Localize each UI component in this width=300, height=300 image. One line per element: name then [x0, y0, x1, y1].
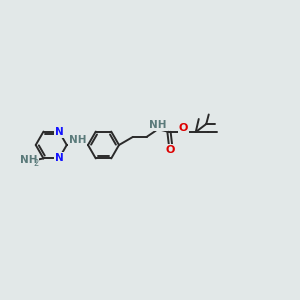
Text: N: N [55, 153, 64, 164]
Text: O: O [179, 123, 188, 133]
Text: NH: NH [149, 120, 167, 130]
Text: O: O [166, 145, 175, 155]
Text: N: N [55, 127, 64, 136]
Text: 2: 2 [33, 159, 39, 168]
Text: NH: NH [20, 155, 38, 165]
Text: NH: NH [69, 135, 86, 145]
